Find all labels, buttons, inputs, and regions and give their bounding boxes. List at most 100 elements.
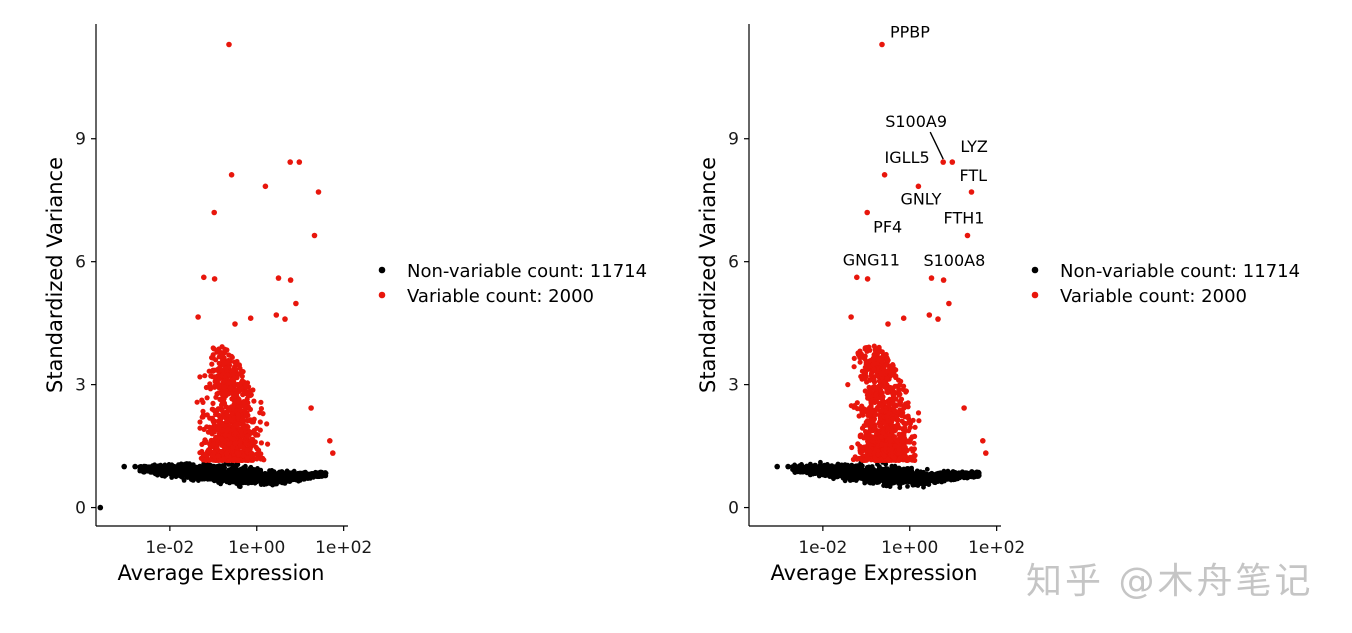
point-non-variable — [178, 461, 184, 467]
point-non-variable — [967, 473, 972, 479]
point-non-variable — [845, 470, 851, 475]
point-variable — [293, 300, 299, 307]
point-variable — [240, 444, 246, 450]
legend-marker — [378, 266, 386, 274]
point-variable — [869, 409, 875, 415]
point-non-variable — [953, 475, 959, 481]
point-variable — [217, 396, 223, 402]
point-variable — [868, 420, 875, 426]
point-variable — [901, 403, 907, 409]
point-variable — [234, 423, 240, 429]
point-variable — [234, 450, 240, 456]
point-variable — [224, 412, 230, 418]
legend-label: Variable count: 2000 — [1060, 286, 1247, 307]
point-variable — [232, 375, 238, 381]
point-variable — [223, 432, 229, 438]
point-variable — [216, 346, 222, 352]
point-variable — [863, 429, 869, 435]
point-non-variable — [912, 477, 918, 483]
point-variable — [221, 384, 227, 390]
point-variable — [239, 369, 245, 375]
point-variable — [849, 444, 855, 451]
point-variable — [896, 425, 902, 431]
point-variable — [864, 418, 871, 424]
point-variable — [258, 406, 264, 412]
point-variable — [851, 364, 857, 370]
legend-marker — [1031, 266, 1039, 274]
point-variable — [228, 353, 235, 359]
point-variable — [880, 365, 887, 371]
point-variable — [223, 365, 229, 371]
point-variable — [879, 390, 885, 396]
point-non-variable — [854, 471, 859, 477]
point-variable — [246, 428, 252, 435]
gene-label: PF4 — [873, 218, 902, 237]
point-variable — [211, 209, 217, 216]
point-variable — [915, 410, 922, 416]
point-variable — [244, 455, 250, 461]
point-variable — [878, 402, 885, 408]
y-tick-label: 0 — [75, 499, 86, 519]
point-non-variable — [961, 475, 967, 481]
point-variable — [903, 388, 909, 394]
point-variable — [859, 457, 866, 463]
point-non-variable — [874, 480, 880, 485]
point-non-variable — [838, 466, 844, 471]
point-variable — [206, 448, 212, 454]
point-variable — [243, 381, 249, 388]
point-non-variable — [948, 473, 954, 479]
point-variable — [946, 300, 952, 307]
point-non-variable — [180, 471, 186, 477]
point-non-variable — [861, 477, 866, 482]
point-variable — [244, 433, 251, 439]
point-variable — [239, 373, 245, 379]
point-variable — [964, 232, 971, 239]
point-variable — [249, 442, 255, 448]
point-non-variable — [918, 481, 924, 486]
point-variable — [221, 400, 227, 406]
point-non-variable — [812, 469, 817, 475]
point-non-variable — [162, 463, 168, 469]
point-non-variable — [896, 474, 902, 480]
point-variable — [201, 439, 207, 445]
point-variable — [236, 382, 243, 388]
point-non-variable — [825, 472, 831, 478]
point-variable — [262, 183, 269, 190]
point-non-variable — [271, 478, 277, 484]
legend-label: Non-variable count: 11714 — [1060, 261, 1300, 282]
point-variable — [212, 374, 218, 380]
point-variable — [940, 159, 946, 165]
point-variable — [264, 421, 270, 427]
point-variable — [201, 274, 207, 281]
point-variable — [940, 277, 947, 283]
x-axis-title: Average Expression — [771, 561, 978, 585]
annotation-leader-line — [929, 131, 944, 160]
x-tick-label: 1e+02 — [968, 538, 1025, 558]
point-variable — [225, 391, 231, 397]
point-variable — [884, 456, 891, 462]
point-variable — [231, 436, 237, 442]
point-non-variable — [186, 465, 192, 471]
point-variable — [247, 315, 254, 322]
point-variable — [220, 357, 226, 363]
point-variable — [232, 321, 238, 327]
point-non-variable — [195, 467, 201, 473]
y-tick-label: 3 — [75, 376, 86, 396]
point-non-variable — [201, 468, 206, 474]
point-non-variable — [842, 462, 848, 467]
point-variable — [854, 456, 860, 462]
point-non-variable — [928, 472, 934, 478]
point-variable — [864, 209, 870, 216]
point-variable — [872, 384, 878, 390]
point-variable — [230, 367, 236, 373]
point-variable — [916, 418, 922, 424]
point-variable — [197, 374, 203, 380]
point-variable — [882, 446, 888, 452]
point-variable — [878, 370, 885, 377]
point-variable — [308, 405, 314, 411]
point-variable — [870, 361, 877, 368]
point-non-variable — [924, 471, 929, 477]
point-variable — [871, 377, 877, 383]
